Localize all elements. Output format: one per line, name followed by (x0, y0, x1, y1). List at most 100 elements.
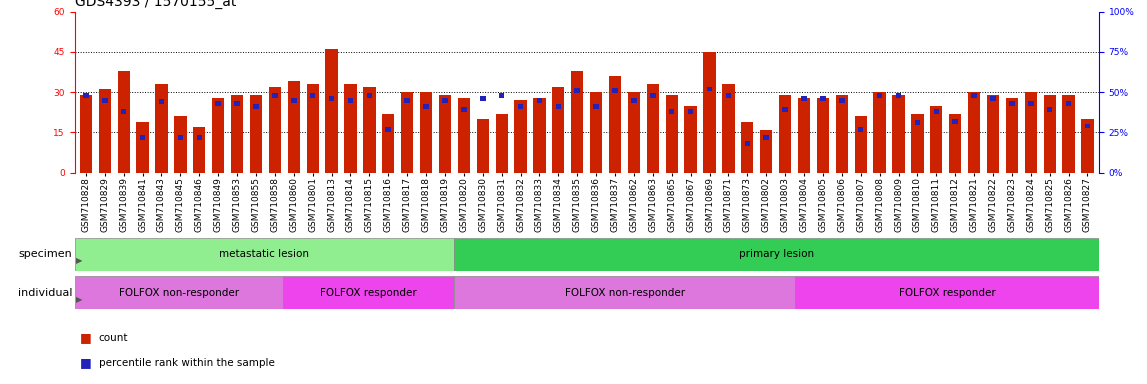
Bar (454, 276, 795, 309)
Bar (102, 98, 108, 103)
Bar (196, 135, 202, 140)
Text: FOLFOX non-responder: FOLFOX non-responder (119, 288, 239, 298)
Bar (155, 84, 167, 173)
Bar (760, 130, 772, 173)
Bar (423, 104, 429, 109)
Bar (685, 106, 696, 173)
Bar (1082, 119, 1093, 173)
Bar (1024, 92, 1037, 173)
Bar (533, 98, 546, 173)
Bar (178, 135, 184, 140)
Bar (911, 114, 923, 173)
Bar (158, 99, 164, 104)
Text: metastatic lesion: metastatic lesion (219, 249, 310, 260)
Bar (817, 98, 829, 173)
Bar (283, 276, 454, 309)
Bar (364, 87, 375, 173)
Bar (795, 276, 1099, 309)
Bar (1006, 98, 1019, 173)
Bar (306, 84, 319, 173)
Bar (401, 92, 413, 173)
Bar (930, 106, 943, 173)
Bar (855, 116, 867, 173)
Bar (650, 93, 656, 98)
Bar (972, 93, 977, 98)
Bar (514, 100, 526, 173)
Bar (914, 121, 920, 125)
Bar (75, 238, 454, 271)
Bar (798, 98, 810, 173)
Bar (499, 93, 505, 98)
Bar (458, 98, 470, 173)
Bar (268, 87, 281, 173)
Text: FOLFOX responder: FOLFOX responder (899, 288, 996, 298)
Bar (329, 96, 334, 101)
Text: percentile rank within the sample: percentile rank within the sample (99, 358, 274, 368)
Bar (310, 93, 315, 98)
Bar (802, 96, 806, 101)
Bar (385, 127, 391, 132)
Bar (1085, 124, 1091, 128)
Bar (420, 92, 432, 173)
Bar (1044, 95, 1056, 173)
Bar (782, 108, 788, 112)
Bar (272, 93, 278, 98)
Bar (612, 88, 618, 93)
Bar (627, 92, 640, 173)
Bar (707, 86, 712, 91)
Bar (741, 122, 754, 173)
Text: ■: ■ (80, 331, 92, 344)
Bar (83, 93, 88, 98)
Bar (892, 95, 905, 173)
Bar (876, 93, 882, 98)
Bar (136, 122, 149, 173)
Bar (344, 84, 357, 173)
Bar (80, 95, 92, 173)
Bar (253, 104, 259, 109)
Bar (593, 104, 599, 109)
Text: FOLFOX responder: FOLFOX responder (320, 288, 416, 298)
Bar (571, 71, 584, 173)
Bar (934, 109, 939, 114)
Bar (75, 276, 283, 309)
Bar (231, 95, 243, 173)
Bar (1062, 95, 1075, 173)
Bar (537, 98, 543, 103)
Bar (703, 52, 716, 173)
Bar (140, 135, 146, 140)
Bar (174, 116, 187, 173)
Bar (744, 141, 750, 146)
Bar (454, 238, 1099, 271)
Text: GDS4393 / 1570155_at: GDS4393 / 1570155_at (75, 0, 236, 9)
Bar (479, 96, 485, 101)
Text: FOLFOX non-responder: FOLFOX non-responder (564, 288, 685, 298)
Bar (949, 114, 961, 173)
Bar (382, 114, 395, 173)
Bar (291, 98, 297, 103)
Text: ■: ■ (80, 356, 92, 369)
Text: count: count (99, 333, 128, 343)
Bar (1066, 101, 1071, 106)
Bar (367, 93, 372, 98)
Bar (552, 87, 564, 173)
Bar (326, 49, 337, 173)
Bar (193, 127, 205, 173)
Bar (477, 119, 489, 173)
Bar (496, 114, 508, 173)
Bar (968, 92, 981, 173)
Bar (120, 109, 126, 114)
Bar (555, 104, 561, 109)
Bar (764, 135, 768, 140)
Text: specimen: specimen (18, 249, 72, 260)
Bar (874, 92, 885, 173)
Text: ▶: ▶ (76, 295, 83, 304)
Bar (986, 95, 999, 173)
Bar (609, 76, 622, 173)
Bar (99, 89, 111, 173)
Bar (439, 95, 451, 173)
Bar (288, 81, 299, 173)
Bar (1028, 101, 1033, 106)
Bar (726, 93, 731, 98)
Bar (896, 93, 902, 98)
Bar (1047, 108, 1053, 112)
